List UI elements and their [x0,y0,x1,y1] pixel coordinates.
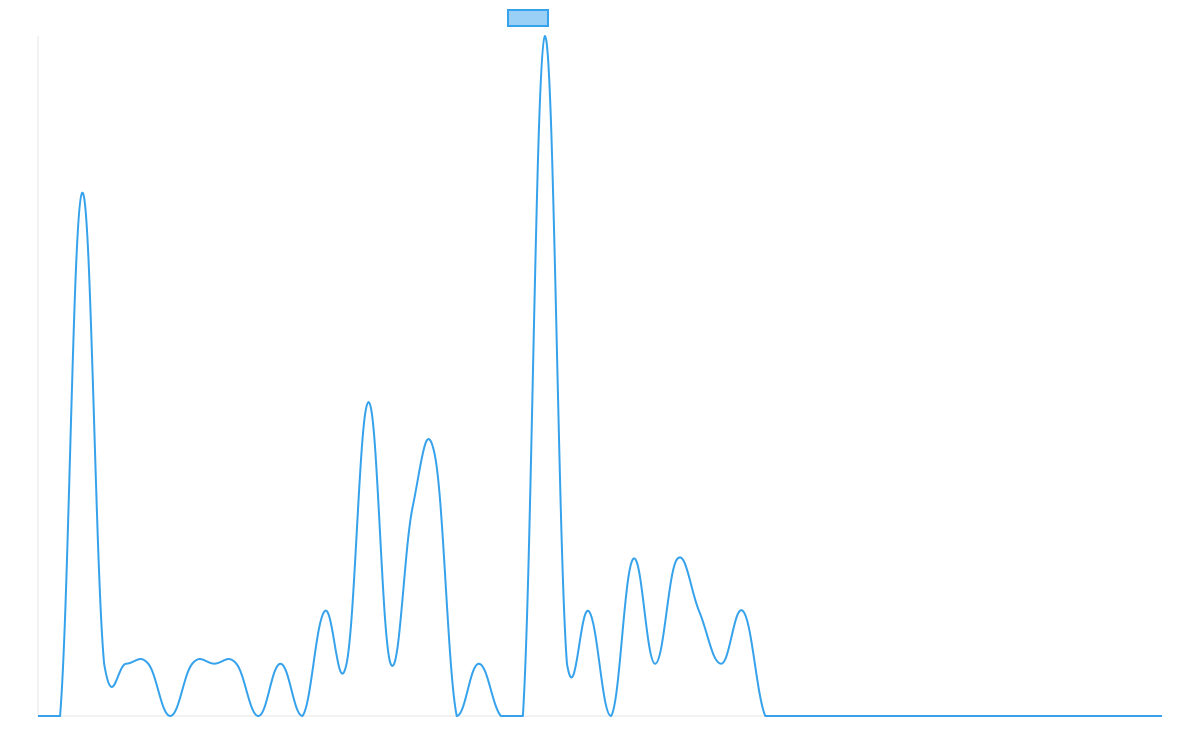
data-point-25[interactable] [585,607,593,615]
data-point-40[interactable] [916,712,924,720]
legend[interactable] [507,9,549,27]
data-point-7[interactable] [188,660,196,668]
data-point-1[interactable] [56,712,64,720]
data-point-31[interactable] [717,660,725,668]
data-point-16[interactable] [387,660,395,668]
data-point-20[interactable] [475,660,483,668]
data-point-19[interactable] [453,712,461,720]
data-point-17[interactable] [409,503,417,511]
data-point-39[interactable] [894,712,902,720]
data-point-5[interactable] [144,660,152,668]
data-point-29[interactable] [673,555,681,563]
data-point-51[interactable] [1158,712,1166,720]
data-point-42[interactable] [960,712,968,720]
data-point-27[interactable] [629,555,637,563]
data-point-33[interactable] [761,712,769,720]
data-point-47[interactable] [1070,712,1078,720]
data-point-46[interactable] [1048,712,1056,720]
data-point-36[interactable] [827,712,835,720]
data-point-8[interactable] [210,660,218,668]
data-point-26[interactable] [607,712,615,720]
data-point-44[interactable] [1004,712,1012,720]
data-point-18[interactable] [431,450,439,458]
series-line-0 [38,35,1162,717]
data-point-11[interactable] [276,660,284,668]
axes [37,36,1162,717]
data-point-24[interactable] [563,660,571,668]
data-point-37[interactable] [849,712,857,720]
data-point-30[interactable] [695,607,703,615]
data-point-32[interactable] [739,607,747,615]
data-point-9[interactable] [232,660,240,668]
data-point-34[interactable] [783,712,791,720]
data-point-49[interactable] [1114,712,1122,720]
data-point-12[interactable] [298,712,306,720]
data-point-15[interactable] [365,398,373,406]
data-point-21[interactable] [497,712,505,720]
data-point-45[interactable] [1026,712,1034,720]
data-point-35[interactable] [805,712,813,720]
data-point-22[interactable] [519,712,527,720]
data-point-14[interactable] [343,660,351,668]
data-point-23[interactable] [541,32,549,40]
data-point-13[interactable] [321,607,329,615]
data-point-0[interactable] [34,712,42,720]
legend-swatch[interactable] [507,9,549,27]
data-point-10[interactable] [254,712,262,720]
data-point-41[interactable] [938,712,946,720]
data-point-38[interactable] [871,712,879,720]
data-point-3[interactable] [100,660,108,668]
data-point-2[interactable] [78,189,86,197]
data-point-6[interactable] [166,712,174,720]
data-point-48[interactable] [1092,712,1100,720]
data-point-43[interactable] [982,712,990,720]
data-point-50[interactable] [1136,712,1144,720]
data-point-28[interactable] [651,660,659,668]
series-layer [34,32,1166,720]
data-point-4[interactable] [122,660,130,668]
